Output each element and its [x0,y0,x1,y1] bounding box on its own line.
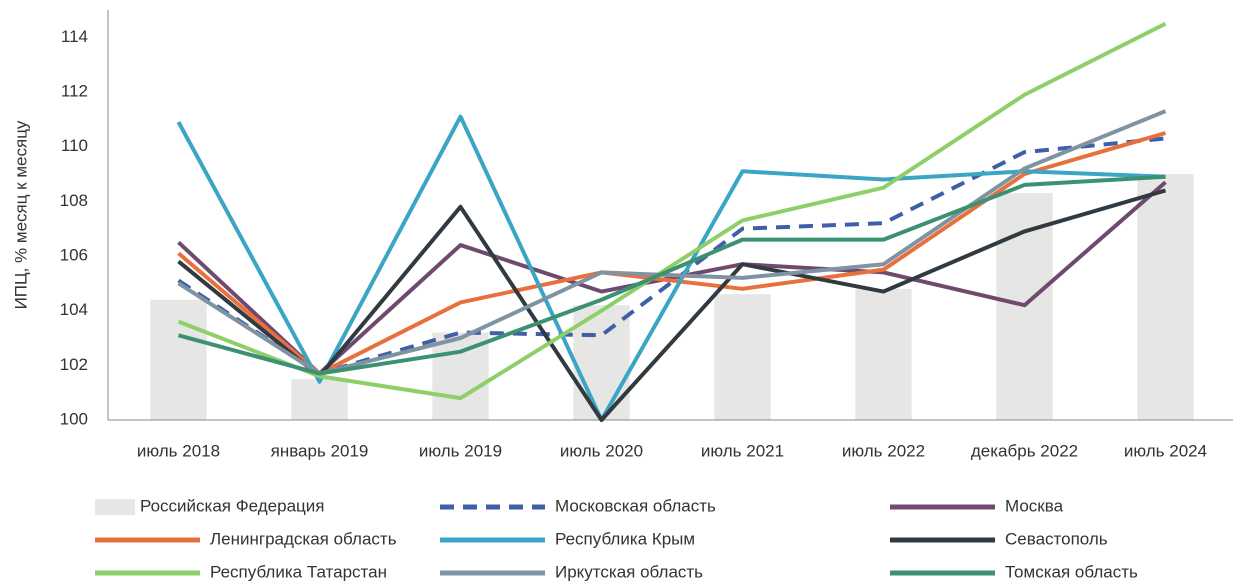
line-series [176,114,1166,422]
y-tick-label: 100 [60,409,88,428]
bar [291,379,348,420]
line-series [177,180,1167,376]
y-tick-label: 106 [60,245,88,264]
y-tick-label: 114 [61,27,88,46]
y-tick-label: 110 [61,136,88,155]
y-tick-label: 102 [60,355,88,374]
y-tick-label: 108 [60,191,88,210]
legend-label: Республика Крым [555,529,695,548]
x-tick-label: июль 2020 [560,441,643,460]
legend-label: Севастополь [1005,529,1108,548]
legend-label: Ленинградская область [210,529,397,548]
bar [150,299,207,420]
legend-label: Республика Татарстан [210,562,387,581]
line-series [177,174,1166,376]
line-series [177,188,1167,422]
bar [714,294,771,420]
y-tick-label: 112 [61,81,88,100]
bar [432,332,489,420]
x-tick-label: январь 2019 [271,441,369,460]
legend-label: Московская область [555,496,716,515]
line-series [177,131,1167,376]
legend-label: Российская Федерация [140,496,324,515]
y-tick-label: 104 [60,300,88,319]
x-tick-label: июль 2024 [1124,441,1207,460]
legend-label: Иркутская область [555,562,703,581]
x-tick-label: июль 2021 [701,441,784,460]
x-tick-label: июль 2022 [842,441,925,460]
x-tick-label: июль 2019 [419,441,502,460]
line-series [177,109,1167,376]
legend-label: Москва [1005,496,1064,515]
x-tick-label: декабрь 2022 [971,441,1078,460]
y-axis-label: ИПЦ, % месяц к месяцу [11,120,30,309]
x-tick-label: июль 2018 [137,441,220,460]
bar [1137,174,1194,420]
legend-label: Томская область [1005,562,1138,581]
line-series [177,21,1167,401]
legend-swatch [95,499,135,515]
bar [855,288,912,420]
